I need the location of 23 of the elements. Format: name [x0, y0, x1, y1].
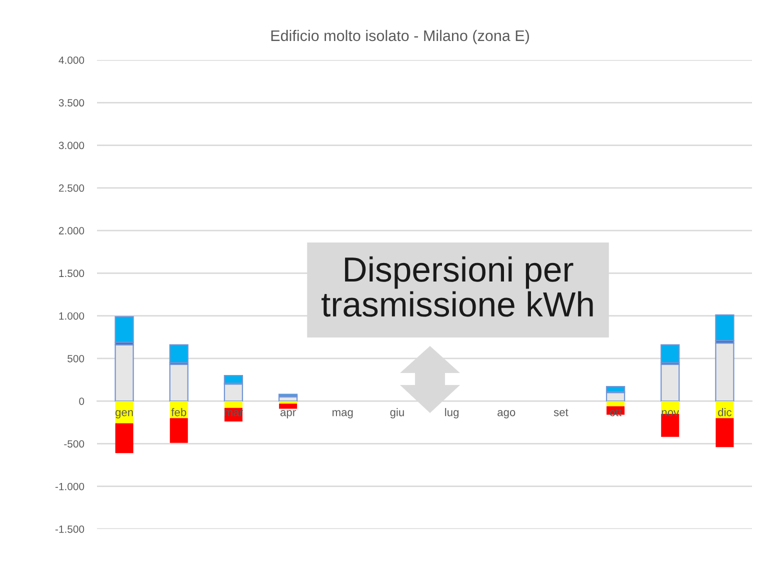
x-tick-label: set: [554, 408, 568, 416]
y-tick-label: -1.000: [55, 482, 84, 490]
y-tick-label: 3.500: [58, 99, 84, 107]
x-tick-label: feb: [171, 408, 186, 416]
x-tick-label: mag: [332, 410, 353, 418]
x-tick-label: ago: [498, 410, 516, 418]
y-tick-label: -1.500: [55, 526, 84, 533]
x-tick-label: lug: [445, 408, 458, 418]
x-tick-label: gen: [115, 410, 133, 418]
x-tick-label: apr: [280, 410, 296, 418]
y-tick-label: 0: [79, 398, 84, 405]
chart-title: Edificio molto isolato - Milano (zona E): [271, 30, 529, 44]
x-tick-label: dic: [718, 408, 732, 416]
x-tick-label: giu: [390, 408, 404, 418]
y-tick-label: 3.000: [58, 142, 84, 150]
y-tick-label: 500: [68, 354, 84, 362]
y-tick-label: 2.500: [58, 184, 84, 192]
y-tick-label: 4.000: [58, 56, 84, 64]
y-tick-label: 1.500: [59, 270, 84, 278]
y-tick-label: 2.000: [58, 227, 84, 234]
annotation: Dispersioni per trasmissione kWh: [322, 256, 593, 317]
y-tick-label: 1.000: [59, 312, 84, 320]
y-tick-label: -500: [64, 440, 84, 448]
